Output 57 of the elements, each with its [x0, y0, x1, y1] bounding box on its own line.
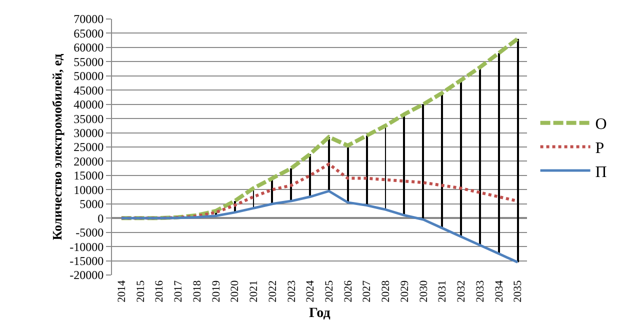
x-tick-label: 2034: [493, 280, 506, 302]
bar: [422, 104, 424, 220]
y-tick-label: -5000: [76, 226, 104, 240]
y-tick-label: -15000: [70, 254, 104, 268]
x-tick-label: 2028: [380, 280, 392, 302]
legend-label: П: [595, 164, 608, 181]
y-tick-label: 5000: [80, 197, 104, 212]
bar: [460, 80, 462, 237]
y-tick-label: 50000: [74, 69, 104, 84]
x-tick-label: 2022: [266, 280, 279, 302]
y-tick-label: 45000: [74, 83, 104, 98]
bar: [441, 92, 443, 228]
y-tick-label: -10000: [70, 240, 104, 254]
x-axis-title: Год: [309, 306, 330, 321]
x-tick-label: 2027: [361, 280, 374, 302]
legend-label: Р: [595, 140, 604, 157]
y-tick-label: 55000: [74, 54, 104, 69]
legend-label: О: [595, 116, 607, 134]
x-tick-label: 2026: [342, 280, 354, 302]
x-tick-label: 2014: [116, 280, 128, 302]
x-tick-label: 2017: [172, 280, 185, 302]
y-tick-label: 25000: [74, 140, 104, 154]
y-tick-label: 15000: [74, 168, 104, 183]
x-tick-label: 2032: [456, 280, 468, 302]
x-tick-label: 2015: [134, 280, 147, 302]
bar: [403, 114, 405, 216]
y-tick-label: 10000: [74, 182, 104, 197]
line-series: [119, 36, 520, 220]
line-series: [120, 190, 519, 264]
y-tick-label: 30000: [74, 126, 104, 140]
x-tick-label: 2025: [324, 280, 336, 302]
bar: [366, 136, 368, 206]
x-tick-label: 2018: [191, 280, 204, 302]
bar: [479, 67, 481, 246]
x-tick-label: 2020: [229, 280, 242, 302]
x-tick-label: 2033: [474, 280, 486, 302]
y-tick-label: 65000: [74, 26, 104, 40]
x-tick-label: 2016: [154, 280, 166, 302]
x-tick-label: 2031: [436, 280, 449, 302]
bar: [309, 154, 311, 197]
x-tick-label: 2024: [304, 280, 317, 302]
bar: [498, 53, 500, 254]
x-tick-label: 2023: [286, 280, 298, 302]
bar: [517, 38, 519, 262]
y-tick-label: -20000: [70, 268, 104, 282]
y-tick-label: 60000: [74, 40, 104, 55]
y-tick-label: 20000: [74, 154, 104, 168]
y-tick-label: 0: [98, 211, 104, 226]
x-tick-label: 2019: [210, 280, 222, 302]
x-tick-label: 2021: [248, 280, 260, 302]
y-tick-label: 70000: [74, 12, 104, 26]
x-tick-label: 2030: [418, 280, 430, 302]
y-tick-label: 40000: [74, 98, 104, 112]
x-tick-label: 2029: [398, 280, 411, 302]
x-tick-label: 2035: [512, 280, 524, 302]
y-tick-label: 35000: [74, 112, 104, 126]
y-axis-title: Количество электромобилей, ед: [50, 53, 65, 240]
